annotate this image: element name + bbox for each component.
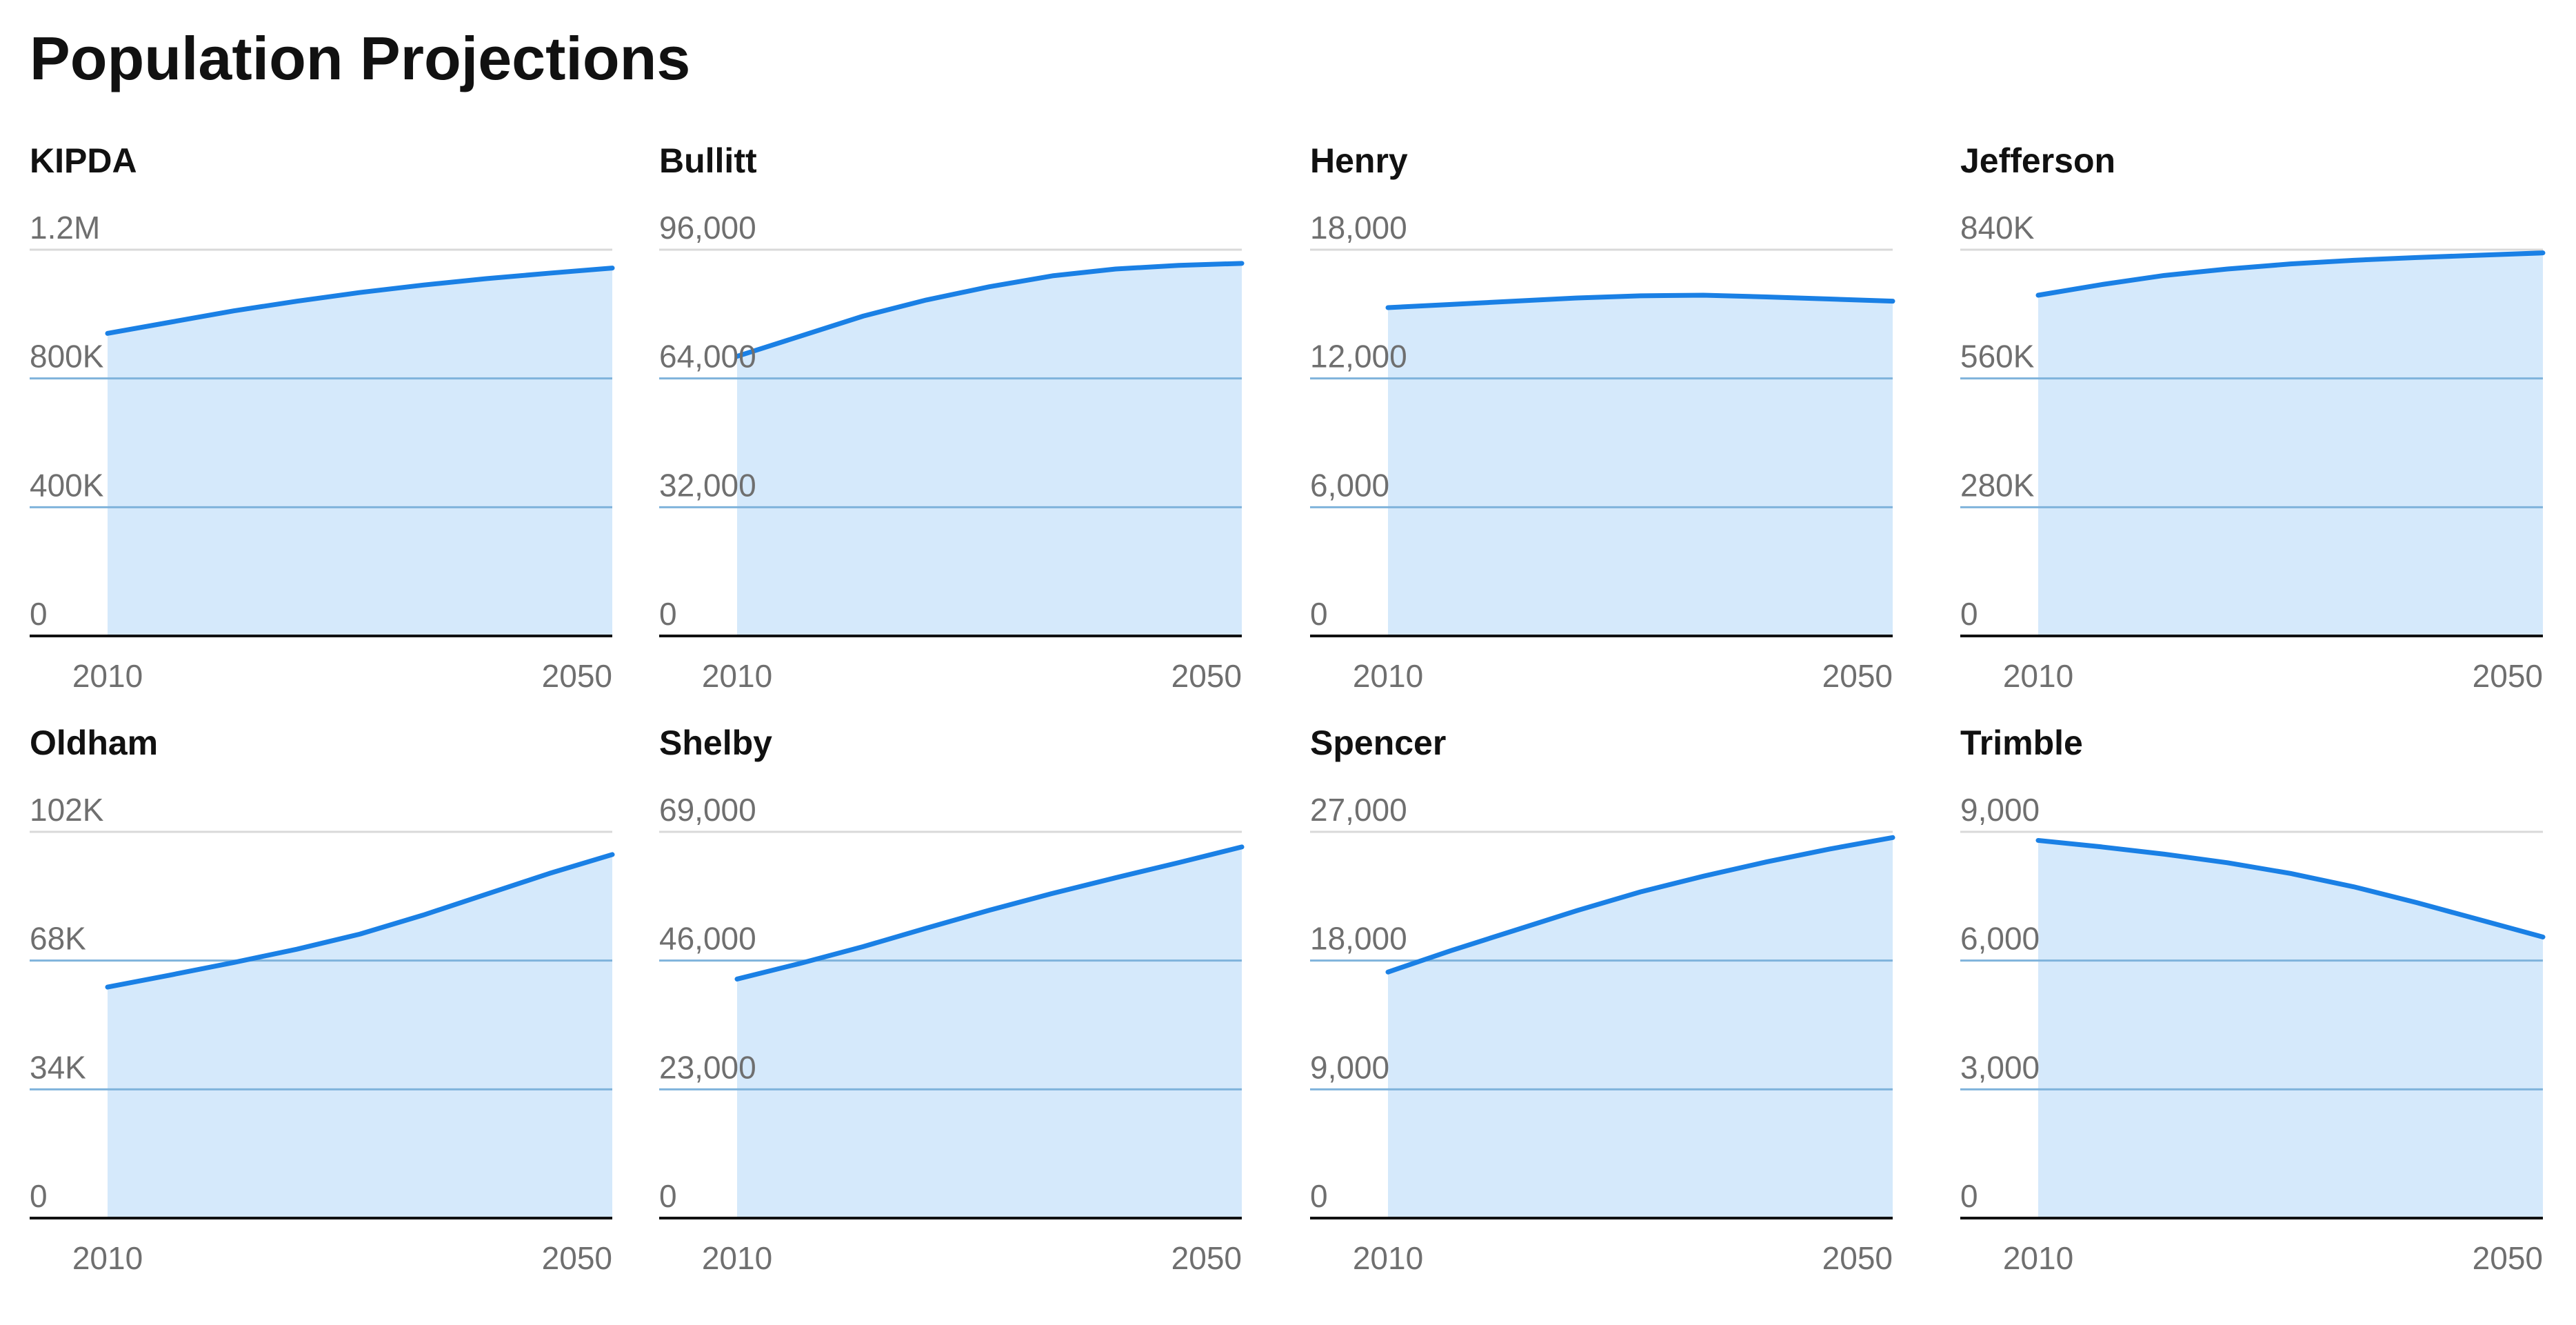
y-tick-label: 12,000 <box>1310 339 1407 375</box>
page-title: Population Projections <box>30 24 691 92</box>
series-line <box>1385 292 1895 310</box>
x-tick-label: 2010 <box>1353 1240 1423 1276</box>
y-tick-label: 34K <box>30 1049 86 1085</box>
x-tick-label: 2010 <box>1353 658 1423 694</box>
y-tick-label: 280K <box>1960 467 2035 503</box>
panel-title: Oldham <box>30 724 158 762</box>
x-tick-label: 2010 <box>2003 658 2073 694</box>
panel-title: Trimble <box>1960 724 2083 762</box>
area-fill <box>737 846 1242 1218</box>
x-tick-label: 2010 <box>2003 1240 2073 1276</box>
y-tick-label: 0 <box>1960 1178 1978 1214</box>
panel-bullitt: Bullitt 0 32,000 64,000 96,000 2010 2050 <box>659 141 1245 694</box>
x-tick-label: 2010 <box>72 1240 143 1276</box>
y-tick-label: 0 <box>30 1178 48 1214</box>
y-tick-label: 560K <box>1960 339 2035 375</box>
panel-title: Jefferson <box>1960 141 2115 180</box>
series-line <box>105 266 615 336</box>
y-tick-label: 9,000 <box>1960 792 2040 828</box>
x-tick-label: 2050 <box>542 1240 612 1276</box>
area-fill <box>737 263 1242 636</box>
panel-henry: Henry 0 6,000 12,000 18,000 2010 2050 <box>1310 141 1895 694</box>
y-tick-label: 0 <box>659 1178 677 1214</box>
y-tick-label: 6,000 <box>1310 467 1389 503</box>
y-tick-label: 1.2M <box>30 210 100 246</box>
panel-title: Henry <box>1310 141 1408 180</box>
panel-spencer: Spencer 0 9,000 18,000 27,000 2010 2050 <box>1310 724 1895 1276</box>
series-line <box>734 261 1245 359</box>
y-tick-label: 64,000 <box>659 339 756 375</box>
y-tick-label: 3,000 <box>1960 1049 2040 1085</box>
area-fill <box>1388 837 1893 1218</box>
y-tick-label: 23,000 <box>659 1049 756 1085</box>
x-tick-label: 2050 <box>542 658 612 694</box>
panel-shelby: Shelby 0 23,000 46,000 69,000 2010 2050 <box>659 724 1245 1276</box>
x-tick-label: 2010 <box>72 658 143 694</box>
y-tick-label: 96,000 <box>659 210 756 246</box>
series-line <box>734 844 1245 982</box>
y-tick-label: 0 <box>1310 1178 1328 1214</box>
panel-jefferson: Jefferson 0 280K 560K 840K 2010 2050 <box>1960 141 2546 694</box>
panel-title: KIPDA <box>30 141 137 180</box>
y-tick-label: 46,000 <box>659 921 756 957</box>
y-tick-label: 9,000 <box>1310 1049 1389 1085</box>
y-tick-label: 18,000 <box>1310 921 1407 957</box>
y-tick-label: 0 <box>30 596 48 632</box>
panel-trimble: Trimble 0 3,000 6,000 9,000 2010 2050 <box>1960 724 2546 1276</box>
panel-oldham: Oldham 0 34K 68K 102K 2010 2050 <box>30 724 615 1276</box>
area-fill <box>1388 295 1893 636</box>
y-tick-label: 102K <box>30 792 104 828</box>
area-fill <box>2038 840 2543 1218</box>
y-tick-label: 840K <box>1960 210 2035 246</box>
y-tick-label: 68K <box>30 921 86 957</box>
y-tick-label: 400K <box>30 467 104 503</box>
area-fill <box>108 854 612 1218</box>
x-tick-label: 2050 <box>1822 658 1893 694</box>
panel-kipda: KIPDA 0 400K 800K 1.2M 2010 2050 <box>30 141 615 694</box>
area-fill <box>108 268 612 637</box>
panel-title: Spencer <box>1310 724 1446 762</box>
area-fill <box>2038 252 2543 637</box>
y-tick-label: 27,000 <box>1310 792 1407 828</box>
y-tick-label: 800K <box>30 339 104 375</box>
y-tick-label: 0 <box>659 596 677 632</box>
y-tick-label: 18,000 <box>1310 210 1407 246</box>
y-tick-label: 0 <box>1310 596 1328 632</box>
x-tick-label: 2010 <box>702 658 772 694</box>
y-tick-label: 6,000 <box>1960 921 2040 957</box>
x-tick-label: 2050 <box>2473 658 2543 694</box>
x-tick-label: 2050 <box>1171 658 1242 694</box>
series-line <box>105 852 615 990</box>
panel-title: Bullitt <box>659 141 757 180</box>
x-tick-label: 2050 <box>1822 1240 1893 1276</box>
x-tick-label: 2050 <box>1171 1240 1242 1276</box>
series-line <box>2035 837 2546 939</box>
series-line <box>2035 250 2546 298</box>
series-line <box>1385 835 1895 975</box>
panel-title: Shelby <box>659 724 772 762</box>
y-tick-label: 69,000 <box>659 792 756 828</box>
y-tick-label: 0 <box>1960 596 1978 632</box>
x-tick-label: 2010 <box>702 1240 772 1276</box>
y-tick-label: 32,000 <box>659 467 756 503</box>
x-tick-label: 2050 <box>2473 1240 2543 1276</box>
